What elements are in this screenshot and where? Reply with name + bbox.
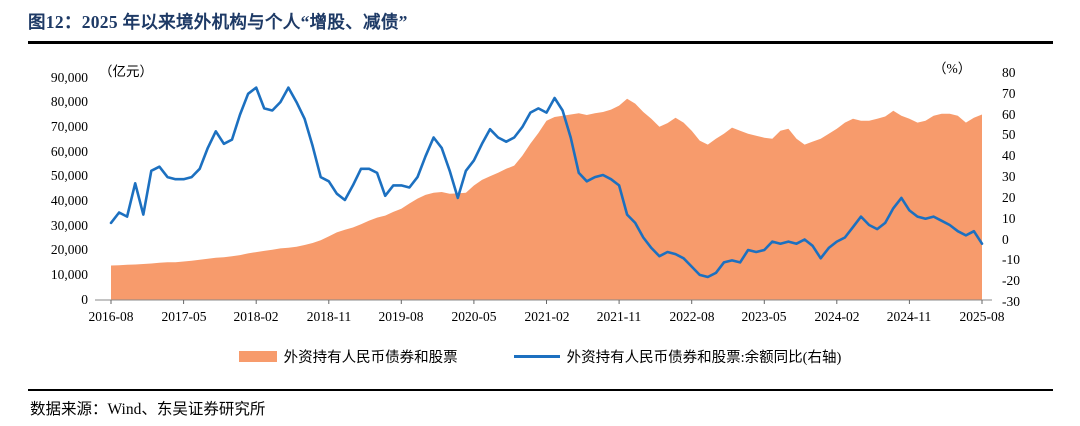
x-axis-tick: 2016-08 — [88, 309, 134, 324]
area-series-swatch — [238, 351, 277, 362]
right-axis-tick: 0 — [1002, 232, 1009, 247]
x-axis-tick: 2025-08 — [959, 309, 1005, 324]
x-axis-tick: 2018-02 — [233, 309, 279, 324]
figure-title: 图12：2025 年以来境外机构与个人“增股、减债” — [28, 12, 408, 32]
chart-canvas — [95, 86, 992, 304]
holdings-area-series — [111, 98, 982, 300]
right-axis-tick: -30 — [1002, 294, 1020, 309]
left-axis-tick: 0 — [81, 292, 88, 307]
right-axis-tick: 60 — [1002, 107, 1016, 122]
line-series-swatch — [513, 355, 560, 358]
yoy-line-series — [109, 86, 984, 279]
right-axis-tick: -10 — [1002, 252, 1020, 267]
x-axis-tick: 2024-02 — [814, 309, 860, 324]
footer-divider — [28, 389, 1053, 391]
left-axis-tick: 30,000 — [50, 218, 88, 233]
left-axis-tick: 20,000 — [50, 242, 88, 257]
x-axis-tick: 2020-05 — [451, 309, 497, 324]
right-axis-tick: 80 — [1002, 65, 1016, 80]
right-axis-tick: 10 — [1002, 211, 1016, 226]
right-axis-tick: 30 — [1002, 169, 1016, 184]
legend-label-area: 外资持有人民币债券和股票 — [283, 350, 458, 366]
x-axis-tick: 2021-02 — [524, 309, 570, 324]
left-axis-tick: 80,000 — [50, 94, 88, 109]
x-axis-tick: 2018-11 — [306, 309, 352, 324]
left-axis-tick: 10,000 — [50, 267, 88, 282]
right-axis-unit: （%） — [933, 61, 972, 76]
right-axis-tick: -20 — [1002, 273, 1020, 288]
legend-item-line: 外资持有人民币债券和股票:余额同比(右轴) — [513, 346, 842, 367]
left-axis-tick: 70,000 — [50, 119, 88, 134]
right-axis-tick: 20 — [1002, 190, 1016, 205]
data-source: 数据来源：Wind、东吴证券研究所 — [30, 401, 266, 418]
right-axis-tick: 40 — [1002, 148, 1016, 163]
title-divider — [28, 41, 1053, 44]
x-axis-tick: 2021-11 — [596, 309, 642, 324]
left-axis-unit: （亿元） — [99, 64, 153, 79]
left-axis-tick: 60,000 — [50, 144, 88, 159]
x-axis-tick: 2024-11 — [886, 309, 932, 324]
x-axis-tick: 2023-05 — [741, 309, 787, 324]
legend-label-line: 外资持有人民币债券和股票:余额同比(右轴) — [566, 350, 842, 366]
x-axis-tick: 2019-08 — [378, 309, 424, 324]
right-axis-tick: 50 — [1002, 127, 1016, 142]
legend-item-area: 外资持有人民币债券和股票 — [238, 346, 458, 367]
chart-legend: 外资持有人民币债券和股票 外资持有人民币债券和股票:余额同比(右轴) — [0, 346, 1080, 367]
left-axis-tick: 50,000 — [50, 168, 88, 183]
left-axis-tick: 90,000 — [50, 70, 88, 85]
left-axis-tick: 40,000 — [50, 193, 88, 208]
plot-area — [95, 72, 995, 308]
right-axis-tick: 70 — [1002, 86, 1016, 101]
x-axis-tick: 2022-08 — [669, 309, 715, 324]
x-axis-tick: 2017-05 — [161, 309, 207, 324]
